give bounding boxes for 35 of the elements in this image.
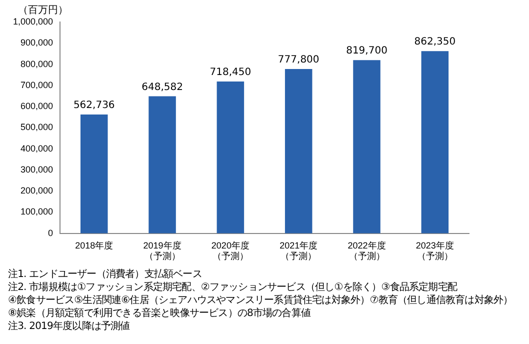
data-label: 862,350 [414,36,456,48]
bar [148,96,176,234]
x-tick-label: 2023年度（予測） [416,240,454,262]
text: ⑧娯楽（月額定額で利用できる音楽と映像サービス）の8市場の合算値 [8,307,312,320]
y-tick-label: 200,000 [20,186,54,196]
y-tick-label: 600,000 [20,101,54,112]
text: 注2. 市場規模は①ファッション系定期宅配、②ファッションサービス（但し①を除く）③食品系定期宅配 [8,281,458,294]
data-label: 819,700 [346,46,388,57]
text: ④飲食サービス⑤生活関連⑥住居（シェアハウスやマンスリー系賃貸住宅は対象外）⑦教育（但し通信教育は対象外） [8,294,513,307]
y-tick-label: 800,000 [20,58,54,69]
bar [421,51,449,234]
y-tick-label: 900,000 [20,38,54,48]
data-label: 562,736 [73,100,115,112]
x-tick-label: 2019年度（予測） [143,240,182,262]
text: 注3. 2019年度以降は予測値 [8,320,131,333]
y-tick-label: 100,000 [20,206,54,217]
x-tick-label: 2022年度（予測） [348,240,386,262]
x-tick-label: 2021年度（予測） [280,240,318,262]
data-label: 718,450 [210,67,252,78]
y-tick-label: 400,000 [20,143,54,154]
y-axis-title: （百万円） [18,4,68,17]
bar [284,68,312,234]
y-tick-label: 300,000 [20,164,54,174]
text: 注1. エンドユーザー（消費者）支払額ベース [8,268,203,281]
x-tick-label: 2018年度 [75,240,114,250]
data-label: 648,582 [142,82,183,93]
y-tick-label: 700,000 [20,80,54,90]
y-tick-label: 1,000,000 [12,16,54,26]
y-tick-label: 0 [48,228,54,238]
y-tick-label: 500,000 [20,122,54,132]
x-tick-label: 2020年度（予測） [211,240,250,262]
bar [216,82,244,234]
data-label: 777,800 [278,54,320,66]
bar [353,60,380,234]
bar [80,114,108,234]
